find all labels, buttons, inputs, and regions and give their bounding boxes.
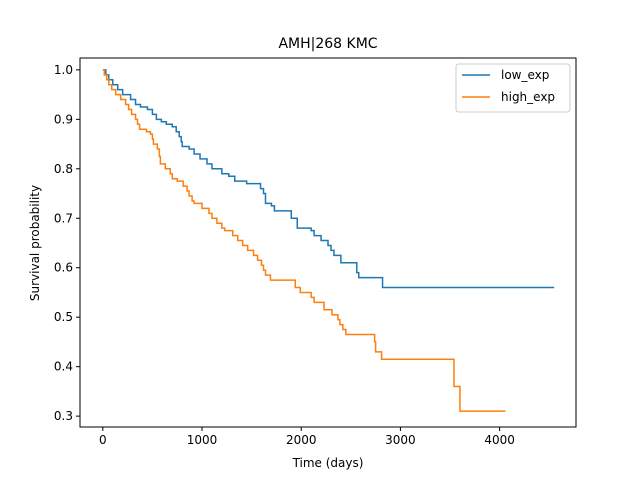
- legend-box: [455, 63, 571, 113]
- y-tick-label: 0.4: [54, 360, 73, 374]
- y-axis: 0.3 0.4 0.5 0.6 0.7 0.8 0.9 1.0: [54, 63, 80, 423]
- x-axis: 0 1000 2000 3000 4000: [99, 427, 515, 447]
- x-tick-label: 4000: [484, 433, 515, 447]
- y-tick-label: 0.8: [54, 162, 73, 176]
- y-tick-label: 0.9: [54, 112, 73, 126]
- plot-frame: [79, 57, 577, 428]
- series-line-low_exp: [102, 69, 555, 289]
- y-tick-label: 1.0: [54, 63, 73, 77]
- legend: low_exp high_exp: [455, 63, 571, 113]
- x-tick-label: 0: [99, 433, 107, 447]
- series-line-high_exp: [102, 69, 506, 412]
- chart-title: AMH|268 KMC: [278, 36, 377, 52]
- x-axis-label: Time (days): [292, 456, 364, 470]
- x-tick-label: 3000: [385, 433, 416, 447]
- x-tick-label: 2000: [286, 433, 317, 447]
- legend-label-low_exp: low_exp: [501, 68, 549, 82]
- y-tick-label: 0.3: [54, 409, 73, 423]
- y-axis-label: Survival probability: [28, 185, 42, 301]
- y-tick-label: 0.5: [54, 310, 73, 324]
- y-tick-label: 0.7: [54, 211, 73, 225]
- y-tick-label: 0.6: [54, 261, 73, 275]
- series-layer: [102, 69, 555, 412]
- legend-label-high_exp: high_exp: [501, 90, 555, 104]
- x-tick-label: 1000: [187, 433, 218, 447]
